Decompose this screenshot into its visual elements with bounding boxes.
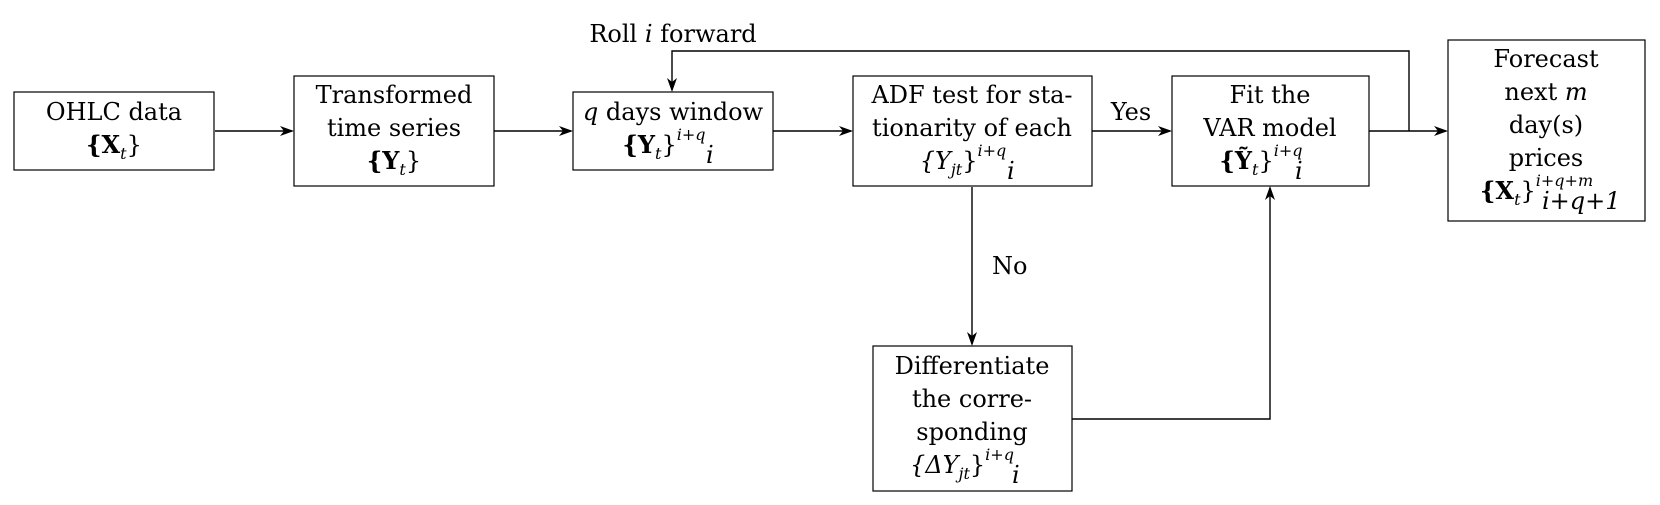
node-ohlc-line1: OHLC data xyxy=(46,98,182,126)
node-transformed-line1: Transformed xyxy=(316,81,473,109)
node-forecast-line3: day(s) xyxy=(1509,111,1583,139)
label-yes: Yes xyxy=(1110,98,1151,126)
node-forecast-math: {Xt}i+q+m xyxy=(1480,171,1593,209)
node-window-math: {Yt}i+q xyxy=(622,125,705,163)
roll-forward-text: Roll i forward xyxy=(589,20,756,48)
node-forecast-line4: prices xyxy=(1509,144,1583,172)
node-var-line1: Fit the xyxy=(1230,81,1311,109)
node-window-line1: q days window xyxy=(583,98,764,126)
node-var-math: {Ỹt}i+q xyxy=(1219,141,1302,179)
node-forecast-line2: next m xyxy=(1504,78,1587,106)
node-adf-test: ADF test for sta- tionarity of each {Yjt… xyxy=(852,75,1093,187)
node-differentiate: Differentiate the corre- sponding {ΔYjt}… xyxy=(872,345,1073,492)
node-diff-math-lower: i xyxy=(1012,461,1020,489)
node-adf-line1: ADF test for sta- xyxy=(870,81,1072,109)
node-diff-line3: sponding xyxy=(916,418,1027,446)
node-adf-math-lower: i xyxy=(1007,157,1015,185)
label-no: No xyxy=(992,252,1027,280)
label-roll-forward: Roll i forward xyxy=(589,20,756,48)
node-adf-line2: tionarity of each xyxy=(872,114,1072,142)
no-label: No xyxy=(992,252,1027,280)
node-var-line2: VAR model xyxy=(1202,114,1336,142)
node-var-math-lower: i xyxy=(1295,157,1303,185)
node-ohlc-math: {Xt} xyxy=(86,130,142,163)
node-ohlc-data: OHLC data {Xt} xyxy=(13,91,215,171)
edge-roll-forward-loop xyxy=(667,50,1410,131)
node-forecast-math-lower: i+q+1 xyxy=(1542,187,1621,215)
node-forecast-line1: Forecast xyxy=(1493,45,1599,73)
node-transformed-line2: time series xyxy=(327,114,461,142)
node-fit-var-model: Fit the VAR model {Ỹt}i+q i xyxy=(1171,75,1370,187)
yes-label: Yes xyxy=(1110,98,1151,126)
node-adf-math: {Yjt}i+q xyxy=(920,141,1007,179)
node-days-window: q days window {Yt}i+q i xyxy=(572,91,774,171)
node-diff-math: {ΔYjt}i+q xyxy=(910,445,1014,483)
node-window-math-lower: i xyxy=(706,141,714,169)
node-diff-line2: the corre- xyxy=(912,385,1032,413)
node-forecast-prices: Forecast next m day(s) prices {Xt}i+q+m … xyxy=(1447,39,1646,222)
edge-diff-to-var xyxy=(1072,186,1275,420)
node-transformed-series: Transformed time series {Yt} xyxy=(293,75,495,187)
node-transformed-math: {Yt} xyxy=(367,146,421,179)
node-diff-line1: Differentiate xyxy=(895,352,1050,380)
